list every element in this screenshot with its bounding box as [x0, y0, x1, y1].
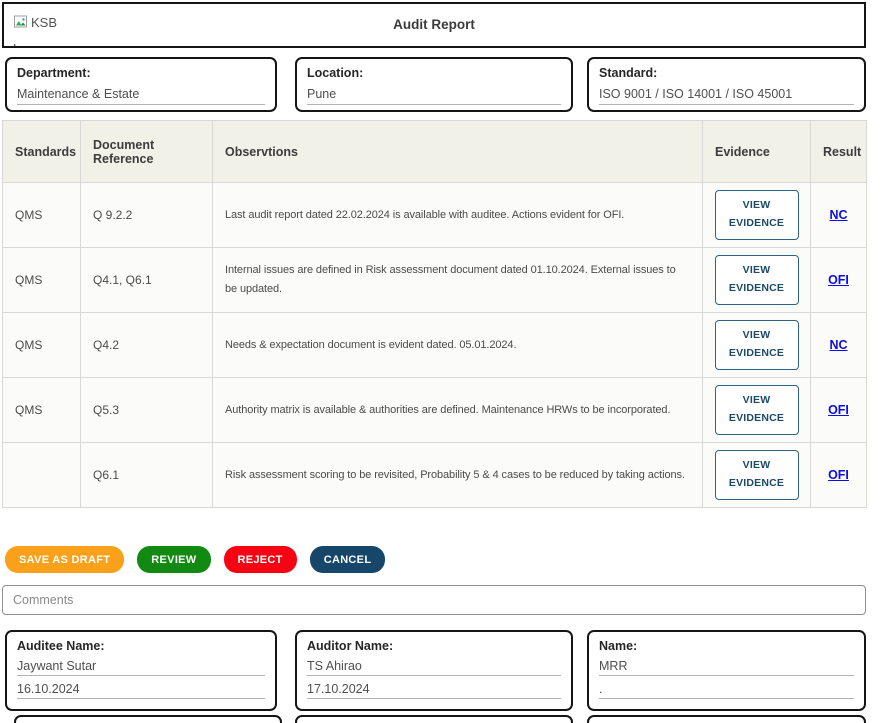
signature-box-auditee: Auditee Name: Jaywant Sutar 16.10.2024: [5, 630, 277, 711]
view-evidence-button[interactable]: VIEW EVIDENCE: [715, 450, 799, 500]
standard-value[interactable]: ISO 9001 / ISO 14001 / ISO 45001: [599, 87, 854, 105]
field-box-location: Location: Pune: [295, 57, 573, 112]
table-row: QMS Q 9.2.2 Last audit report dated 22.0…: [3, 183, 867, 248]
standard-label: Standard:: [599, 66, 854, 80]
table-row: Q6.1 Risk assessment scoring to be revis…: [3, 443, 867, 508]
next-row-partial-box: [14, 715, 282, 723]
cell-document-reference: Q5.3: [81, 378, 213, 443]
auditee-name-label: Auditee Name:: [17, 639, 265, 653]
review-button[interactable]: REVIEW: [137, 546, 210, 573]
result-link[interactable]: NC: [829, 338, 847, 352]
cell-standards: QMS: [3, 183, 81, 248]
department-label: Department:: [17, 66, 265, 80]
cell-standards: QMS: [3, 248, 81, 313]
save-as-draft-button[interactable]: SAVE AS DRAFT: [5, 546, 124, 573]
auditee-name-field[interactable]: Jaywant Sutar: [17, 659, 265, 676]
cell-document-reference: Q 9.2.2: [81, 183, 213, 248]
cancel-button[interactable]: CANCEL: [310, 546, 386, 573]
view-evidence-button[interactable]: VIEW EVIDENCE: [715, 255, 799, 305]
table-row: QMS Q4.1, Q6.1 Internal issues are defin…: [3, 248, 867, 313]
next-row-partial-box: [295, 715, 573, 723]
column-header-result: Result: [811, 121, 867, 183]
cell-standards: [3, 443, 81, 508]
auditee-date-field[interactable]: 16.10.2024: [17, 682, 265, 699]
result-link[interactable]: OFI: [828, 468, 849, 482]
next-row-partial-box: [587, 715, 866, 723]
field-box-standard: Standard: ISO 9001 / ISO 14001 / ISO 450…: [587, 57, 866, 112]
cell-observations: Last audit report dated 22.02.2024 is av…: [213, 183, 703, 248]
cell-document-reference: Q4.1, Q6.1: [81, 248, 213, 313]
actions-bar: SAVE AS DRAFT REVIEW REJECT CANCEL: [5, 546, 385, 573]
table-header-row: Standards Document Reference Observtions…: [3, 121, 867, 183]
column-header-standards: Standards: [3, 121, 81, 183]
view-evidence-button[interactable]: VIEW EVIDENCE: [715, 320, 799, 370]
view-evidence-button[interactable]: VIEW EVIDENCE: [715, 385, 799, 435]
column-header-document-reference: Document Reference: [81, 121, 213, 183]
auditor-name-label: Auditor Name:: [307, 639, 561, 653]
table-row: QMS Q4.2 Needs & expectation document is…: [3, 313, 867, 378]
name-date-field[interactable]: .: [599, 682, 854, 699]
signature-box-auditor: Auditor Name: TS Ahirao 17.10.2024: [295, 630, 573, 711]
cell-document-reference: Q6.1: [81, 443, 213, 508]
field-box-department: Department: Maintenance & Estate: [5, 57, 277, 112]
column-header-observations: Observtions: [213, 121, 703, 183]
result-link[interactable]: NC: [829, 208, 847, 222]
cell-observations: Risk assessment scoring to be revisited,…: [213, 443, 703, 508]
auditor-date-field[interactable]: 17.10.2024: [307, 682, 561, 699]
table-row: QMS Q5.3 Authority matrix is available &…: [3, 378, 867, 443]
comments-input[interactable]: [2, 585, 866, 615]
reject-button[interactable]: REJECT: [224, 546, 297, 573]
cell-observations: Internal issues are defined in Risk asse…: [213, 248, 703, 313]
page-title: Audit Report: [4, 4, 864, 46]
audit-observations-table: Standards Document Reference Observtions…: [2, 120, 867, 508]
report-header: KSB Logo Audit Report: [2, 2, 866, 48]
cell-observations: Needs & expectation document is evident …: [213, 313, 703, 378]
name-label: Name:: [599, 639, 854, 653]
cell-standards: QMS: [3, 313, 81, 378]
view-evidence-button[interactable]: VIEW EVIDENCE: [715, 190, 799, 240]
signature-box-name: Name: MRR .: [587, 630, 866, 711]
location-label: Location:: [307, 66, 561, 80]
column-header-evidence: Evidence: [703, 121, 811, 183]
cell-observations: Authority matrix is available & authorit…: [213, 378, 703, 443]
auditor-name-field[interactable]: TS Ahirao: [307, 659, 561, 676]
location-value[interactable]: Pune: [307, 87, 561, 105]
name-field[interactable]: MRR: [599, 659, 854, 676]
cell-document-reference: Q4.2: [81, 313, 213, 378]
result-link[interactable]: OFI: [828, 403, 849, 417]
result-link[interactable]: OFI: [828, 273, 849, 287]
audit-report-page: KSB Logo Audit Report Department: Mainte…: [0, 0, 881, 723]
department-value[interactable]: Maintenance & Estate: [17, 87, 265, 105]
cell-standards: QMS: [3, 378, 81, 443]
